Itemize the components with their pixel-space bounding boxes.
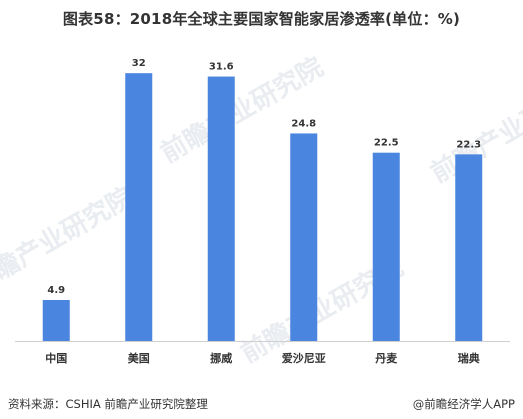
bar-3 [290,133,318,341]
category-label-2: 挪威 [210,351,232,365]
data-label-2: 31.6 [209,62,234,73]
data-label-4: 22.5 [374,138,399,149]
data-label-1: 32 [132,58,146,69]
category-label-3: 爱沙尼亚 [282,352,326,365]
source-note: 资料来源：CSHIA 前瞻产业研究院整理 [8,397,208,411]
category-label-5: 瑞典 [458,351,480,365]
bar-4 [372,152,400,341]
category-label-4: 丹麦 [375,351,398,365]
data-label-0: 4.9 [47,285,65,296]
brand-credit: @前瞻经济学人APP [412,397,515,411]
category-label-0: 中国 [45,351,67,365]
bar-1 [125,73,153,341]
data-label-5: 22.3 [456,139,481,150]
bar-0 [42,299,70,341]
bar-5 [455,154,483,341]
category-label-1: 美国 [128,351,150,365]
data-label-3: 24.8 [291,118,316,129]
bar-2 [207,76,235,341]
chart-title: 图表58：2018年全球主要国家智能家居渗透率(单位：%) [62,10,461,28]
